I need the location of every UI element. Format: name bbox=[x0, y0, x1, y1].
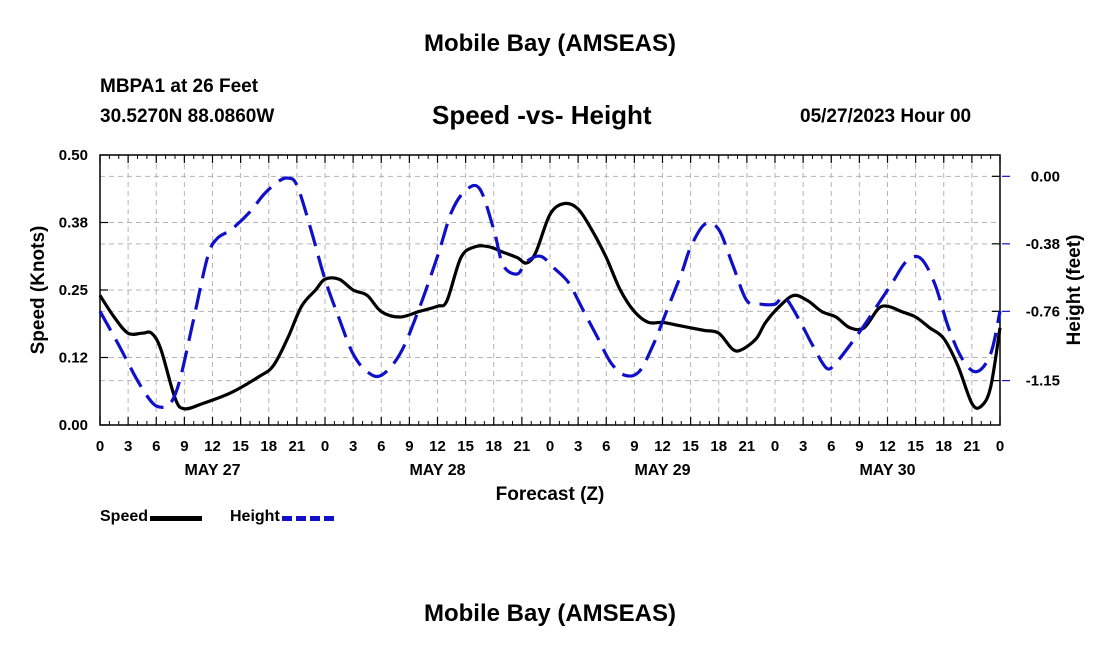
y2-tick-label: -0.76 bbox=[1026, 303, 1060, 320]
x-tick-label: 21 bbox=[964, 438, 981, 455]
legend-height-swatch bbox=[281, 515, 334, 521]
x-tick-label: 9 bbox=[405, 438, 413, 455]
y-tick-label: 0.12 bbox=[59, 350, 88, 367]
series-line-height bbox=[98, 176, 1002, 409]
x-tick-label: 18 bbox=[485, 438, 502, 455]
x-tick-label: 18 bbox=[935, 438, 952, 455]
y-tick-label: 0.00 bbox=[59, 417, 88, 434]
legend-height-label: Height bbox=[230, 508, 280, 525]
x-tick-label: 6 bbox=[827, 438, 835, 455]
x-tick-label: 3 bbox=[799, 438, 807, 455]
x-tick-label: 15 bbox=[232, 438, 249, 455]
y-tick-label: 0.50 bbox=[59, 147, 88, 164]
y2-tick-label: -1.15 bbox=[1026, 373, 1060, 390]
x-tick-label: 3 bbox=[574, 438, 582, 455]
x-tick-label: 0 bbox=[771, 438, 779, 455]
page-title: Mobile Bay (AMSEAS) bbox=[423, 30, 677, 57]
x-tick-label: 21 bbox=[739, 438, 756, 455]
x-tick-label: 18 bbox=[710, 438, 727, 455]
grid bbox=[100, 155, 1000, 425]
x-axis-title: Forecast (Z) bbox=[496, 484, 605, 505]
series bbox=[98, 176, 1002, 411]
x-tick-label: 0 bbox=[546, 438, 554, 455]
series-line-speed bbox=[98, 201, 1002, 411]
x-tick-label: 12 bbox=[429, 438, 446, 455]
station-label: MBPA1 at 26 Feet bbox=[100, 76, 259, 97]
legend-speed-swatch bbox=[150, 515, 203, 521]
y-axis-title: Speed (Knots) bbox=[28, 226, 49, 355]
date-label: MAY 30 bbox=[859, 462, 915, 479]
legend-speed-label: Speed bbox=[100, 508, 149, 525]
x-tick-label: 0 bbox=[996, 438, 1004, 455]
x-tick-label: 12 bbox=[654, 438, 671, 455]
x-tick-label: 21 bbox=[514, 438, 531, 455]
x-tick-label: 15 bbox=[457, 438, 474, 455]
x-tick-label: 12 bbox=[204, 438, 221, 455]
x-tick-label: 6 bbox=[602, 438, 610, 455]
x-tick-label: 6 bbox=[377, 438, 385, 455]
y2-tick-label: -0.38 bbox=[1026, 236, 1060, 253]
axis-labels: 0 3 6 9 12 15 18 21 0 3 6 9 12 15 18 21 0 3 6 9 12 15 18 21 0 3 6 9… bbox=[28, 147, 1085, 505]
legend-speed: Speed bbox=[100, 508, 203, 526]
y-tick-label: 0.38 bbox=[59, 215, 88, 232]
x-tick-label: 21 bbox=[289, 438, 306, 455]
footer-title: Mobile Bay (AMSEAS) bbox=[423, 600, 677, 627]
station-coordinates: 30.5270N 88.0860W bbox=[100, 106, 275, 127]
forecast-datetime: 05/27/2023 Hour 00 bbox=[800, 106, 972, 127]
x-tick-label: 0 bbox=[321, 438, 329, 455]
x-tick-label: 9 bbox=[855, 438, 863, 455]
date-label: MAY 28 bbox=[409, 462, 465, 479]
x-tick-label: 18 bbox=[260, 438, 277, 455]
chart-title: Speed -vs- Height bbox=[432, 100, 652, 130]
date-label: MAY 29 bbox=[634, 462, 690, 479]
legend-height: Height bbox=[230, 508, 334, 526]
x-tick-label: 12 bbox=[879, 438, 896, 455]
x-tick-label: 15 bbox=[907, 438, 924, 455]
y2-axis-title: Height (feet) bbox=[1064, 235, 1085, 346]
x-tick-label: 3 bbox=[124, 438, 132, 455]
y2-tick-label: 0.00 bbox=[1031, 168, 1060, 185]
x-tick-label: 9 bbox=[630, 438, 638, 455]
date-label: MAY 27 bbox=[184, 462, 240, 479]
x-tick-label: 0 bbox=[96, 438, 104, 455]
y-tick-label: 0.25 bbox=[59, 282, 88, 299]
axis-ticks bbox=[99, 154, 1010, 426]
x-tick-label: 3 bbox=[349, 438, 357, 455]
x-tick-label: 15 bbox=[682, 438, 699, 455]
x-tick-label: 6 bbox=[152, 438, 160, 455]
x-tick-label: 9 bbox=[180, 438, 188, 455]
